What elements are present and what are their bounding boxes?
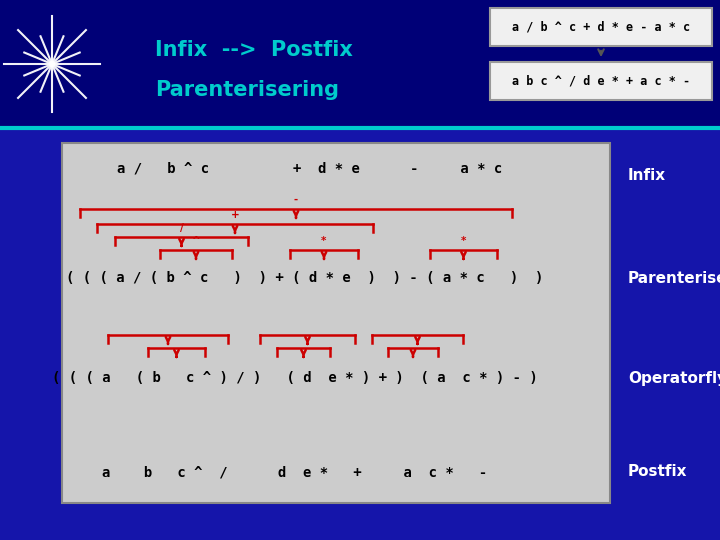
- Text: ^: ^: [192, 236, 200, 246]
- Text: -: -: [294, 195, 298, 205]
- Text: Parenterisering: Parenterisering: [628, 271, 720, 286]
- Text: Parenterisering: Parenterisering: [155, 80, 339, 100]
- Text: +: +: [230, 210, 239, 220]
- Bar: [490, 62, 712, 100]
- Text: ( ( ( a   ( b   c ^ ) / )   ( d  e * ) + )  ( a  c * ) - ): ( ( ( a ( b c ^ ) / ) ( d e * ) + ) ( a …: [52, 371, 538, 385]
- Text: Operatorflytting: Operatorflytting: [628, 370, 720, 386]
- Bar: [62, 143, 610, 503]
- Text: a /   b ^ c          +  d * e      -     a * c: a / b ^ c + d * e - a * c: [117, 161, 503, 175]
- Text: a    b   c ^  /      d  e *   +     a  c *   -: a b c ^ / d e * + a c * -: [102, 465, 487, 479]
- Text: a / b ^ c + d * e - a * c: a / b ^ c + d * e - a * c: [512, 21, 690, 33]
- Text: Infix  -->  Postfix: Infix --> Postfix: [155, 40, 353, 60]
- Text: Infix: Infix: [628, 167, 666, 183]
- Bar: [0, 0, 720, 128]
- Text: *: *: [461, 236, 466, 246]
- Text: Postfix: Postfix: [628, 464, 688, 480]
- Text: ( ( ( a / ( b ^ c   )  ) + ( d * e  )  ) - ( a * c   )  ): ( ( ( a / ( b ^ c ) ) + ( d * e ) ) - ( …: [66, 271, 544, 285]
- Text: *: *: [321, 236, 327, 246]
- Text: a b c ^ / d e * + a c * -: a b c ^ / d e * + a c * -: [512, 75, 690, 87]
- Bar: [490, 8, 712, 46]
- Text: /: /: [179, 223, 184, 233]
